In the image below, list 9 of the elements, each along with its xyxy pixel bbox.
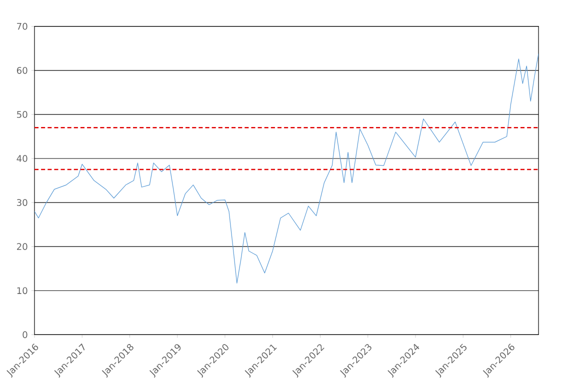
y-tick-label: 40 xyxy=(16,154,28,162)
y-tick-label: 60 xyxy=(16,66,28,74)
y-tick-label: 10 xyxy=(17,286,28,294)
line-series xyxy=(34,53,539,284)
y-tick-label: 70 xyxy=(17,22,28,30)
y-tick-label: 50 xyxy=(17,110,28,118)
y-tick-label: 30 xyxy=(17,198,28,206)
y-tick-label: 20 xyxy=(16,242,28,250)
y-tick-label: 0 xyxy=(22,331,28,338)
